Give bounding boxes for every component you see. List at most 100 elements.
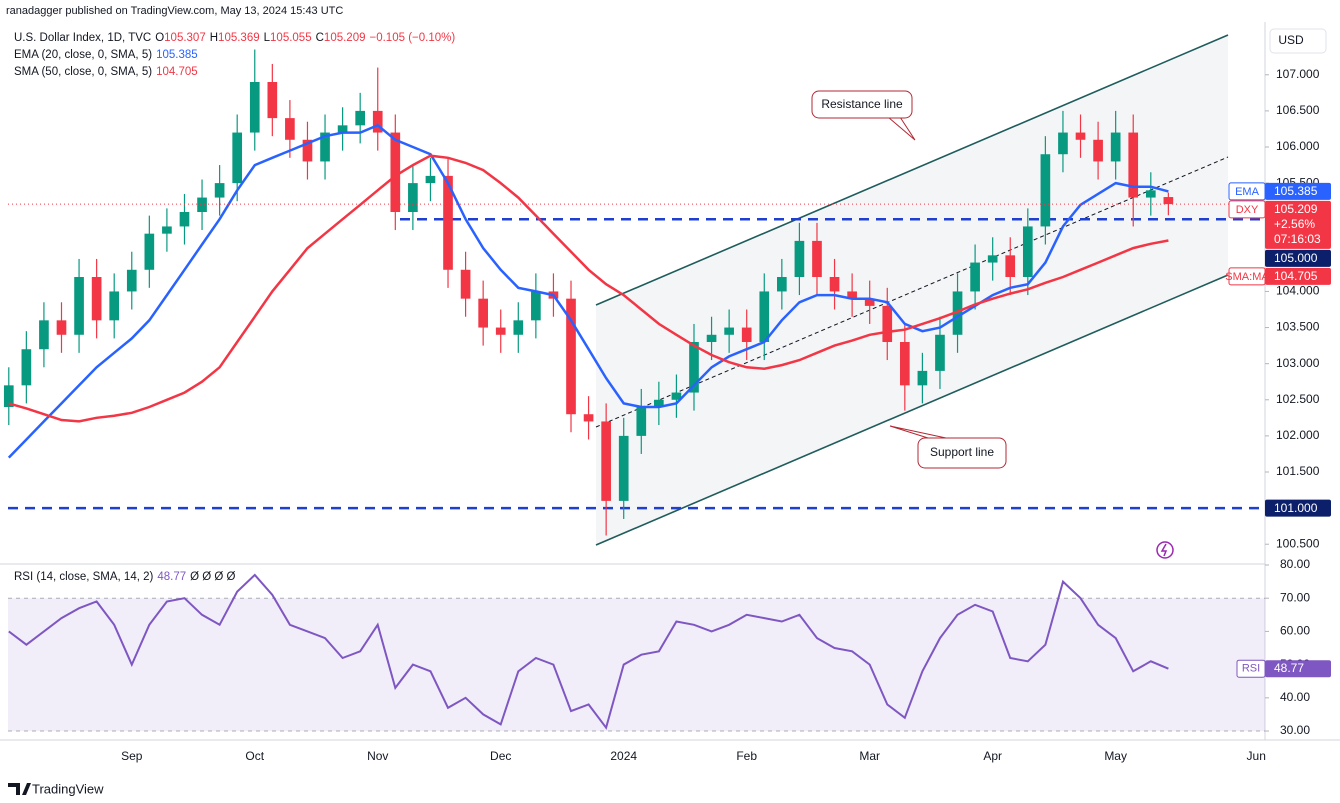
y-tick-label: 30.00 (1280, 723, 1310, 737)
badge-text: +2.56% (1274, 217, 1315, 231)
y-tick-label: 106.000 (1276, 139, 1320, 153)
candle-body (952, 291, 963, 335)
candle-body (56, 320, 67, 335)
currency: USD (1278, 33, 1304, 47)
candle-body (372, 110, 383, 133)
indicator-value: 48.77 (157, 571, 187, 583)
x-tick-label: Nov (367, 749, 388, 763)
y-tick-label: 104.000 (1276, 284, 1320, 298)
x-tick-label: Jun (1247, 749, 1266, 763)
y-tick-label: 70.00 (1280, 590, 1310, 604)
candle-body (794, 240, 805, 277)
candle-body (390, 132, 401, 212)
candle-body (777, 277, 787, 292)
candle-body (812, 240, 822, 277)
candle-body (39, 320, 49, 350)
ohlc-value: 105.209 (323, 32, 366, 44)
callout-tail (889, 425, 947, 439)
y-tick-label: 80.00 (1280, 557, 1310, 571)
callout-tail (887, 116, 916, 141)
alert-icon[interactable] (1156, 541, 1174, 559)
candle-body (759, 291, 770, 342)
candle-body (408, 183, 418, 212)
candle-body (935, 334, 945, 371)
candle-body (829, 277, 840, 292)
plot-layer: 100.500 101.000 101.500 102.000 102.500 103.0… (3, 49, 1331, 763)
candle-body (495, 327, 506, 335)
rsi-band (8, 598, 1265, 732)
x-tick-label: Dec (490, 749, 511, 763)
candle-body (126, 269, 137, 292)
candle-body (1110, 132, 1121, 162)
y-tick-label: 60.00 (1280, 624, 1310, 638)
resistance-line (595, 34, 1229, 306)
support-line (595, 274, 1229, 546)
badge-text: 104.705 (1274, 269, 1318, 283)
change: −0.105 (−0.10%) (369, 32, 456, 44)
candle-body (531, 291, 541, 321)
indicator-name: RSI (14, close, SMA, 14, 2) (14, 571, 154, 583)
price-badge (1265, 200, 1331, 249)
indicator-name: EMA (20, close, 0, SMA, 5) (14, 49, 153, 61)
badge-tag (1228, 182, 1266, 201)
indicator-value: 105.385 (156, 49, 198, 61)
candle-body (21, 349, 32, 386)
x-tick-label: Apr (983, 749, 1002, 763)
badge-text: 101.000 (1274, 501, 1318, 515)
candle-body (987, 255, 998, 263)
indicator-value: 104.705 (156, 66, 198, 78)
y-tick-label: 103.000 (1276, 356, 1320, 370)
candle-body (601, 421, 611, 501)
candle-body (302, 139, 313, 162)
ohlc-value: 105.055 (270, 32, 312, 44)
candle-body (917, 370, 928, 386)
candle-body (1145, 190, 1156, 198)
candle-body (197, 197, 207, 212)
badge-text: 48.77 (1274, 661, 1304, 675)
y-tick-label: 107.000 (1276, 67, 1320, 81)
candle-body (513, 320, 524, 335)
y-tick-label: 100.500 (1276, 536, 1320, 550)
badge-tag (1228, 200, 1266, 219)
badge-tag-text: DXY (1236, 204, 1259, 216)
badge-tag-text: EMA (1235, 186, 1260, 198)
candle-body (74, 277, 84, 335)
candle-body (899, 342, 910, 386)
indicator-name: SMA (50, close, 0, SMA, 5) (14, 66, 153, 78)
indicator-line (7, 123, 1169, 459)
callout-box (917, 437, 1007, 469)
candle-body (1022, 226, 1033, 277)
price-badge (1265, 499, 1331, 517)
candle-body (566, 298, 576, 415)
badge-text: 105.000 (1274, 251, 1318, 265)
candle-body (1093, 139, 1103, 162)
badge-text: 105.209 (1274, 202, 1318, 216)
candle-body (214, 183, 225, 198)
candle-body (864, 298, 875, 306)
candle-body (144, 233, 155, 270)
badge-tag (1228, 267, 1266, 286)
candle-body (232, 132, 243, 184)
candle-body (3, 385, 14, 407)
callout-text: Support line (930, 445, 994, 459)
x-tick-label: May (1104, 749, 1127, 763)
candle-body (636, 407, 647, 436)
candle-body (706, 334, 717, 342)
rsi-legend: RSI (14, close, SMA, 14, 2) 48.77 Ø Ø Ø Ø (14, 569, 240, 586)
badge-tag-text: RSI (1242, 663, 1260, 675)
y-tick-label: 102.500 (1276, 392, 1320, 406)
y-tick-label: 102.000 (1276, 428, 1320, 442)
candle-body (583, 414, 594, 422)
candle-body (1058, 132, 1068, 155)
currency-box[interactable] (1269, 28, 1327, 54)
main-legend: U.S. Dollar Index, 1D, TVC O105.307 H105.3… (14, 30, 459, 81)
indicator-extra: Ø Ø Ø Ø (190, 571, 236, 583)
indicator-line (8, 154, 1169, 423)
callout-text: Resistance line (821, 97, 903, 111)
badge-tag-text: SMA:MA (1225, 271, 1269, 283)
candle-body (654, 399, 664, 407)
candle-body (91, 277, 102, 321)
ohlc-label: O (155, 32, 165, 44)
ohlc-label: C (315, 32, 324, 44)
